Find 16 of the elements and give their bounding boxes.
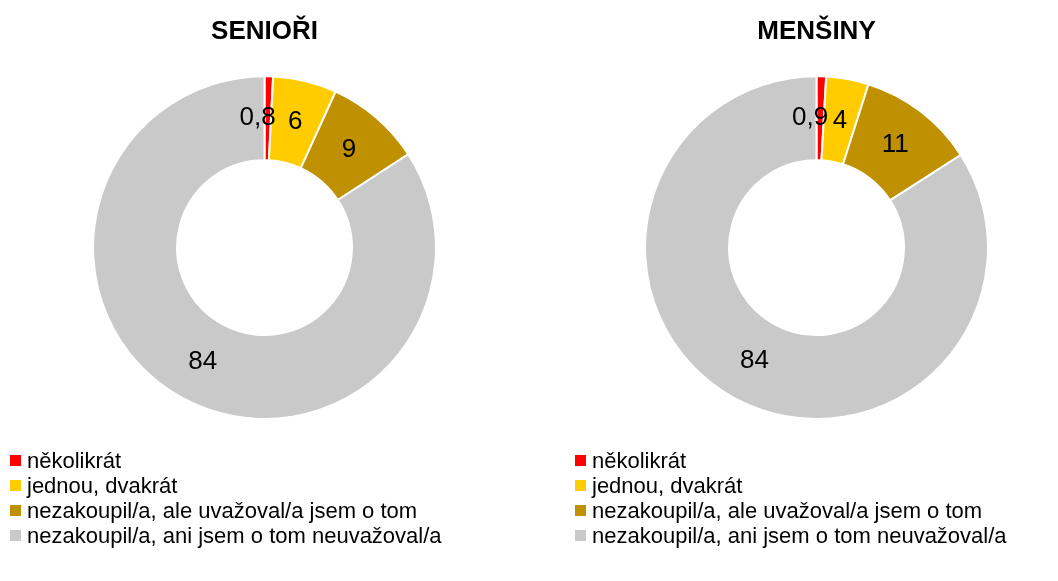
data-label: 9 — [341, 132, 357, 163]
legend-label: několikrát — [592, 448, 687, 473]
legend-label: nezakoupil/a, ale uvažoval/a jsem o tom — [27, 498, 418, 523]
data-label: 84 — [740, 344, 769, 375]
legend-label: několikrát — [27, 448, 122, 473]
chart-title: SENIOŘI — [211, 14, 318, 45]
legend-label: jednou, dvakrát — [592, 473, 743, 498]
data-label: 11 — [881, 128, 909, 159]
chart-title: MENŠINY — [757, 14, 876, 45]
legend-label: jednou, dvakrát — [27, 473, 178, 498]
data-label: 4 — [832, 103, 848, 134]
legend-label: nezakoupil/a, ani jsem o tom neuvažoval/a — [592, 523, 1007, 548]
legend-label: nezakoupil/a, ale uvažoval/a jsem o tom — [592, 498, 983, 523]
data-label: 84 — [188, 344, 218, 375]
legend-label: nezakoupil/a, ani jsem o tom neuvažoval/a — [27, 523, 442, 548]
data-label: 6 — [287, 105, 303, 136]
